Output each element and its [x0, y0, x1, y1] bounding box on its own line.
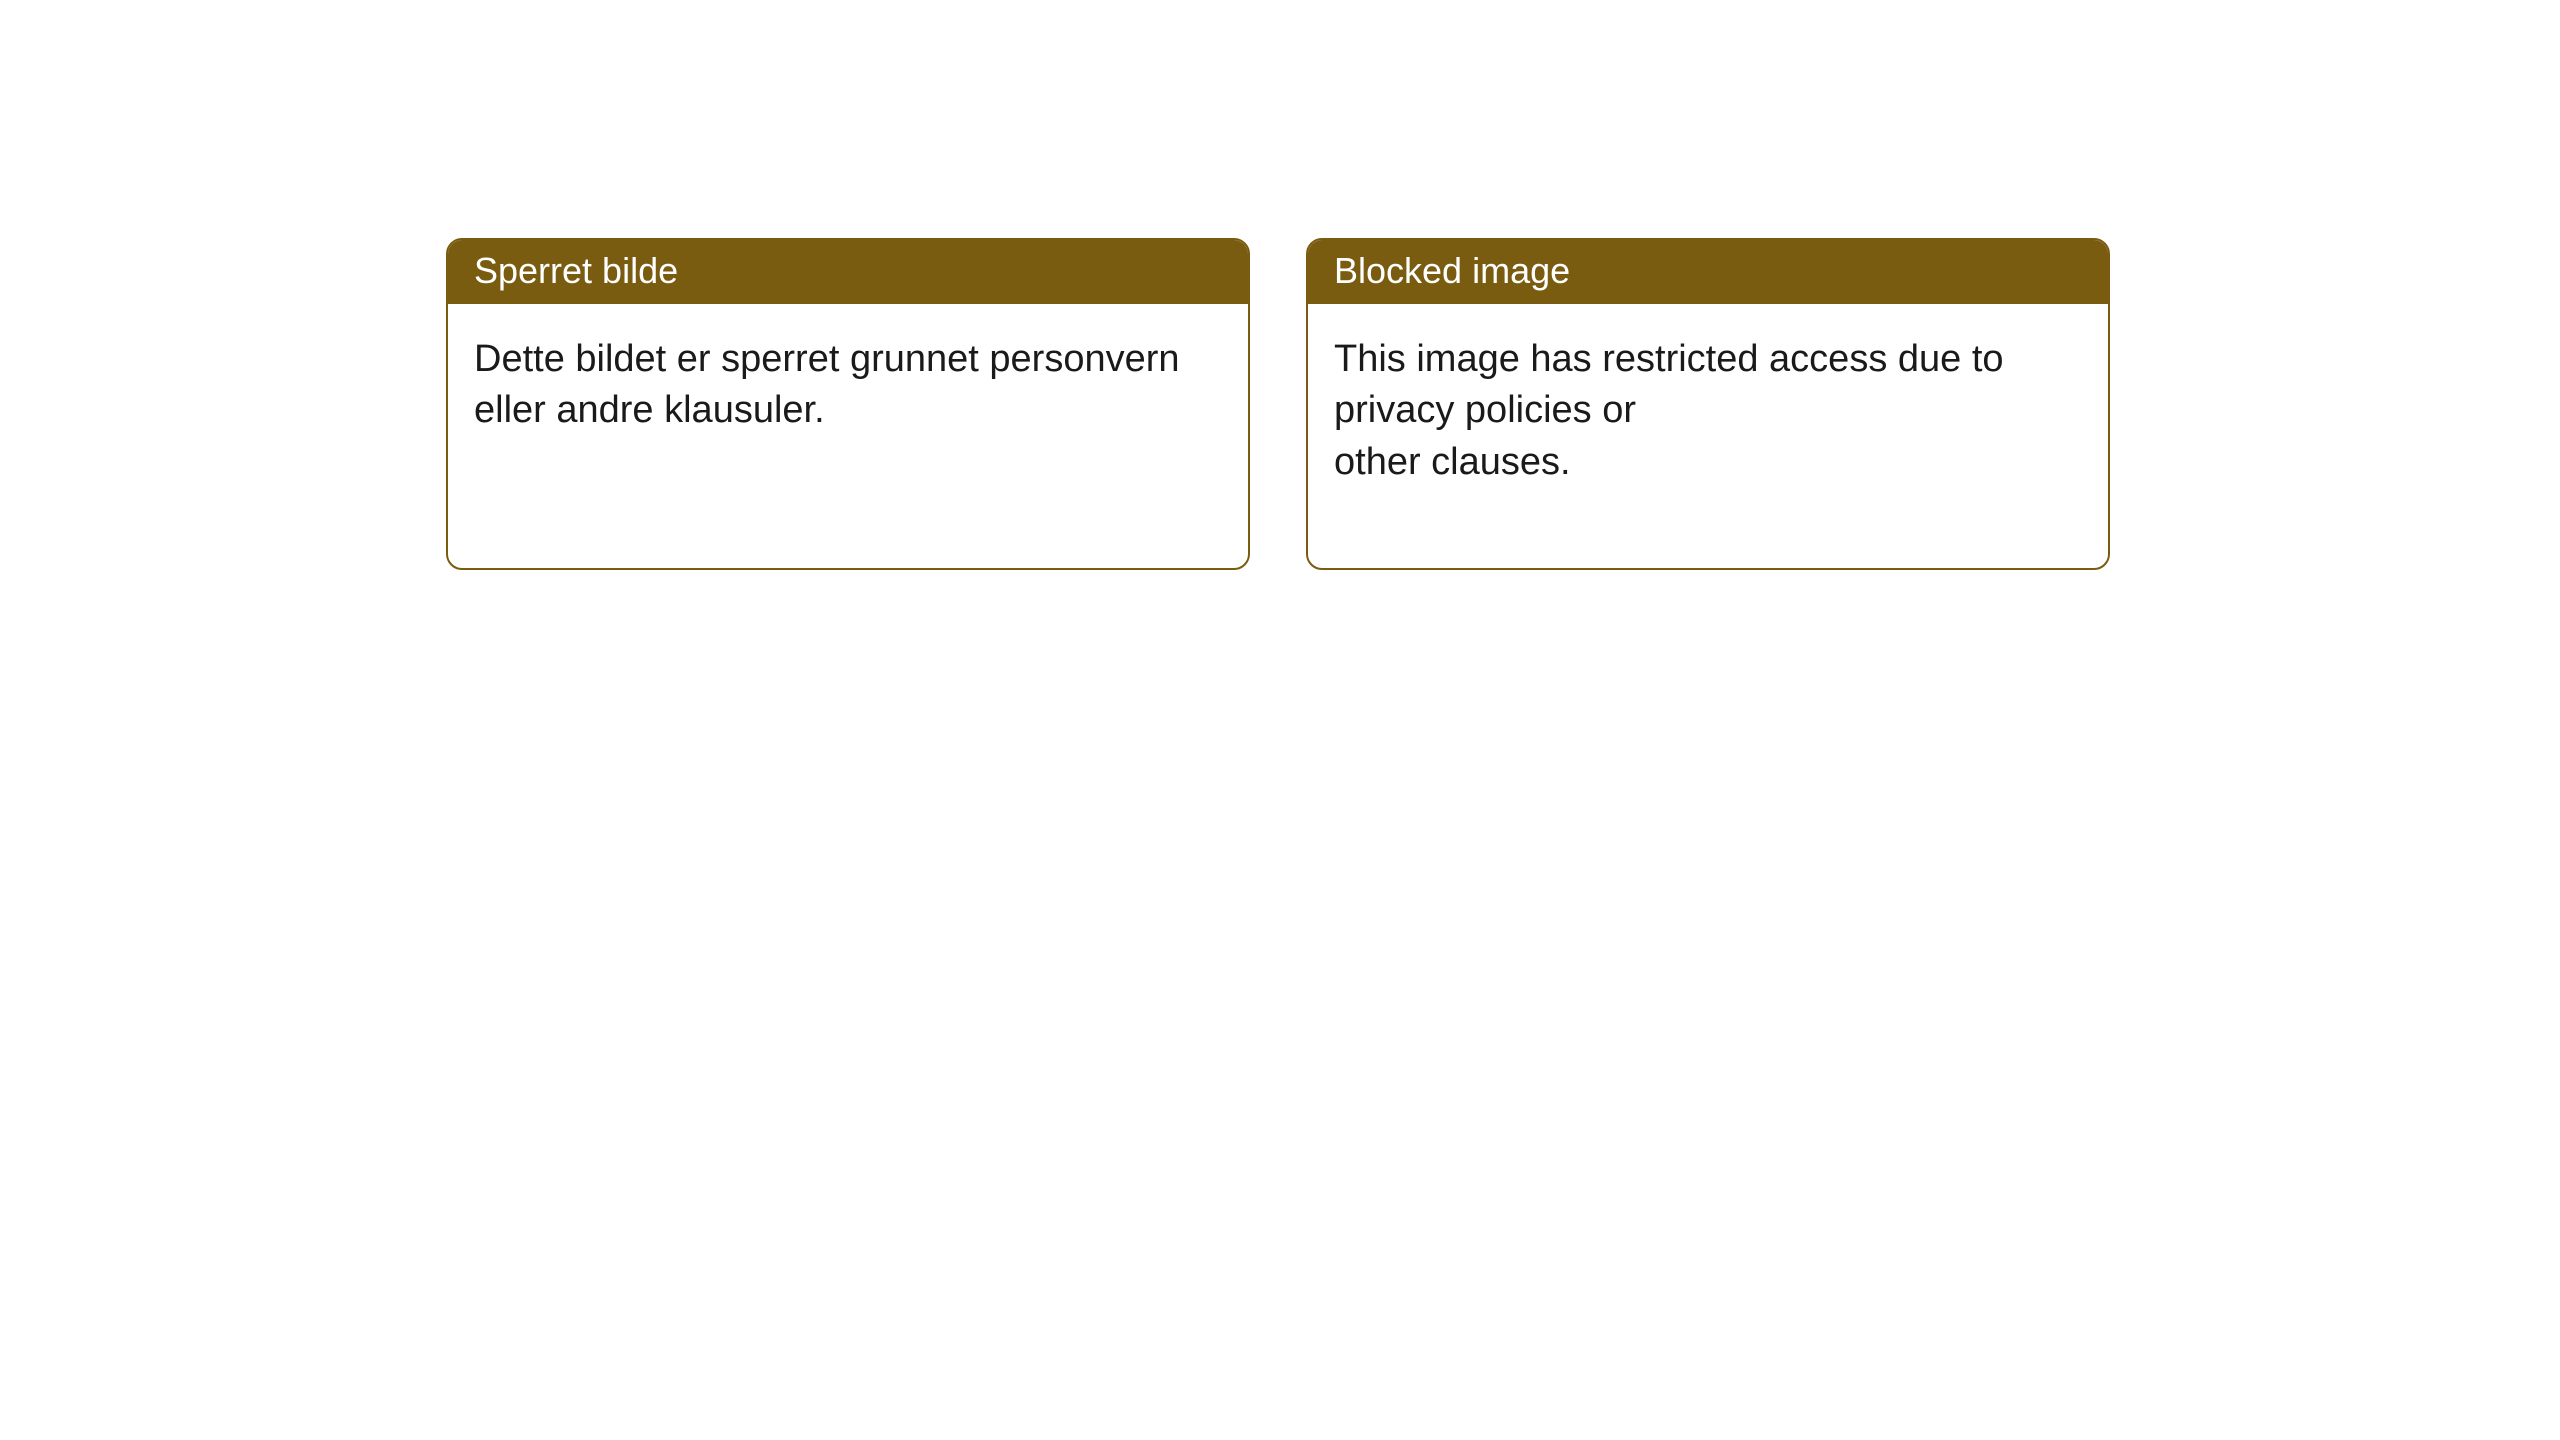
notice-title-no: Sperret bilde [448, 240, 1248, 304]
notice-title-en: Blocked image [1308, 240, 2108, 304]
notice-body-no: Dette bildet er sperret grunnet personve… [448, 304, 1248, 517]
notice-container: Sperret bilde Dette bildet er sperret gr… [0, 0, 2560, 570]
notice-body-en: This image has restricted access due to … [1308, 304, 2108, 568]
notice-card-en: Blocked image This image has restricted … [1306, 238, 2110, 570]
notice-card-no: Sperret bilde Dette bildet er sperret gr… [446, 238, 1250, 570]
